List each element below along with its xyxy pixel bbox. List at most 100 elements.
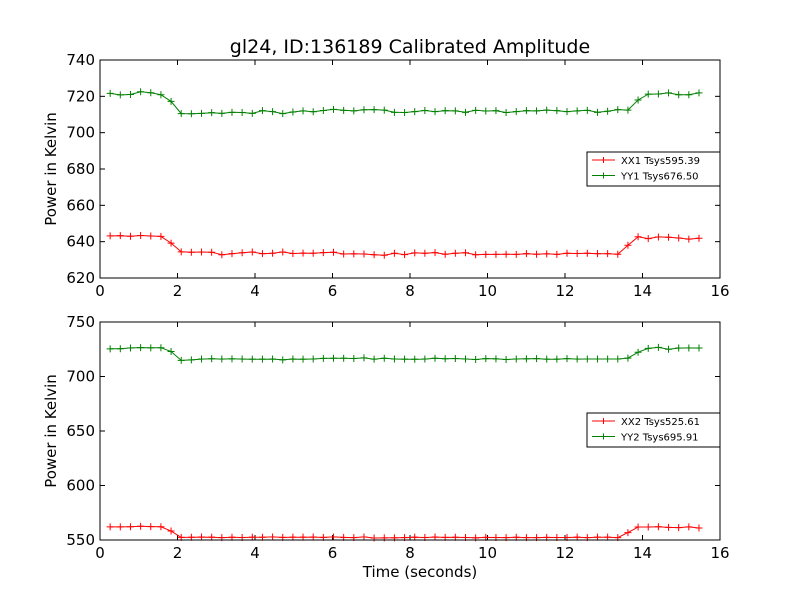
- data-point: [360, 354, 368, 362]
- data-point: [126, 344, 134, 352]
- data-point: [421, 249, 429, 257]
- y-tick-label: 680: [66, 160, 95, 178]
- data-point: [228, 250, 236, 258]
- y-tick-label: 720: [66, 87, 95, 105]
- data-point: [593, 355, 601, 363]
- data-point: [187, 356, 195, 364]
- legend-label-1: XX1 Tsys595.39: [621, 156, 700, 167]
- data-point: [350, 355, 358, 363]
- data-point: [634, 348, 642, 356]
- data-point: [116, 345, 124, 353]
- data-point: [106, 523, 114, 531]
- data-point: [177, 356, 185, 364]
- data-point: [330, 533, 338, 541]
- data-point: [593, 533, 601, 541]
- data-point: [472, 106, 480, 114]
- x-tick-label: 8: [405, 282, 415, 300]
- data-point: [167, 97, 175, 105]
- data-point: [198, 248, 206, 256]
- data-point: [472, 355, 480, 363]
- data-point: [695, 524, 703, 532]
- data-point: [340, 106, 348, 114]
- data-point: [411, 533, 419, 541]
- data-point: [573, 107, 581, 115]
- data-point: [563, 108, 571, 116]
- data-point: [309, 355, 317, 363]
- data-point: [309, 108, 317, 116]
- legend-label-2: YY1 Tsys676.50: [620, 172, 699, 183]
- y-tick-label: 640: [66, 233, 95, 251]
- data-point: [492, 107, 500, 115]
- data-point: [431, 354, 439, 362]
- data-point: [583, 249, 591, 257]
- data-point: [126, 91, 134, 99]
- x-tick-label: 10: [478, 544, 497, 562]
- data-point: [208, 355, 216, 363]
- data-point: [390, 249, 398, 257]
- data-point: [208, 533, 216, 541]
- data-point: [248, 533, 256, 541]
- data-point: [482, 250, 490, 258]
- x-tick-label: 0: [95, 282, 105, 300]
- data-point: [116, 232, 124, 240]
- data-point: [685, 91, 693, 99]
- data-point: [106, 232, 114, 240]
- data-point: [644, 344, 652, 352]
- data-point: [360, 106, 368, 114]
- data-point: [431, 108, 439, 116]
- data-point: [218, 109, 226, 117]
- data-point: [248, 109, 256, 117]
- data-point: [553, 355, 561, 363]
- data-point: [665, 89, 673, 97]
- legend: XX1 Tsys595.39 YY1 Tsys676.50: [586, 151, 721, 187]
- legend-marker-1: [600, 418, 607, 424]
- x-tick-label: 4: [250, 544, 260, 562]
- data-point: [502, 355, 510, 363]
- data-point: [675, 91, 683, 99]
- data-point: [543, 250, 551, 258]
- data-point: [533, 107, 541, 115]
- data-point: [198, 533, 206, 541]
- data-point: [360, 533, 368, 541]
- data-point: [512, 355, 520, 363]
- data-point: [126, 232, 134, 240]
- data-point: [187, 110, 195, 118]
- data-point: [401, 355, 409, 363]
- data-point: [492, 250, 500, 258]
- data-point: [451, 249, 459, 257]
- data-point: [218, 355, 226, 363]
- data-point: [675, 344, 683, 352]
- data-point: [695, 234, 703, 242]
- data-point: [370, 355, 378, 363]
- y-axis-label: Power in Kelvin: [42, 374, 60, 488]
- data-point: [258, 107, 266, 115]
- data-point: [665, 233, 673, 241]
- data-point: [380, 354, 388, 362]
- data-point: [126, 523, 134, 531]
- data-point: [421, 107, 429, 115]
- data-point: [319, 249, 327, 257]
- data-point: [289, 108, 297, 116]
- data-point: [441, 107, 449, 115]
- data-point: [147, 89, 155, 97]
- data-point: [685, 344, 693, 352]
- data-point: [330, 354, 338, 362]
- y-tick-label: 650: [66, 422, 95, 440]
- data-point: [492, 355, 500, 363]
- x-tick-label: 0: [95, 544, 105, 562]
- data-point: [573, 249, 581, 257]
- x-tick-label: 6: [328, 282, 338, 300]
- data-point: [370, 106, 378, 114]
- bottom-subplot: 0 2 4 6 8 10 12 14 16 550 600 650 700 750 Power in Kel…: [42, 313, 730, 581]
- data-point: [563, 249, 571, 257]
- data-point: [543, 355, 551, 363]
- data-point: [502, 109, 510, 117]
- data-point: [624, 354, 632, 362]
- y-axis-label: Power in Kelvin: [42, 112, 60, 226]
- data-point: [604, 107, 612, 115]
- data-point: [512, 250, 520, 258]
- y-tick-label: 740: [66, 51, 95, 69]
- legend-marker-2: [600, 172, 607, 179]
- y-tick-label: 700: [66, 124, 95, 142]
- data-point: [441, 355, 449, 363]
